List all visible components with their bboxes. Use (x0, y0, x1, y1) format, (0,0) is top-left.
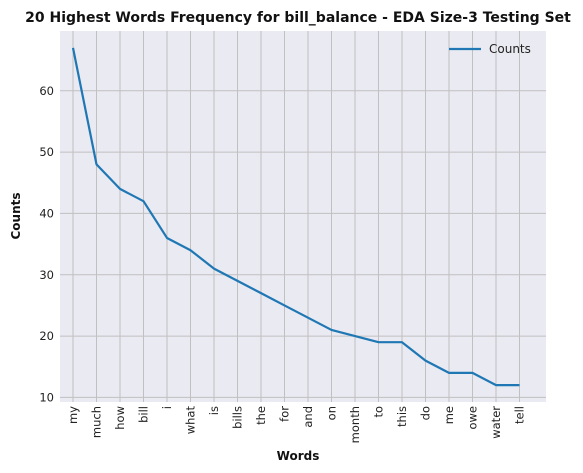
x-tick-label: bill (137, 406, 151, 423)
y-tick-label: 30 (39, 268, 54, 282)
x-tick-label: my (66, 406, 80, 424)
x-tick-label: much (90, 406, 104, 438)
x-tick-label: this (395, 406, 409, 427)
x-tick-label: water (489, 406, 503, 439)
y-tick-label: 40 (39, 206, 54, 220)
x-tick-label: and (301, 406, 315, 428)
grid (60, 31, 546, 402)
y-tick-label: 60 (39, 84, 54, 98)
x-tick-label: month (348, 406, 362, 443)
x-tick-label: for (278, 406, 292, 422)
x-tick-label: to (372, 406, 386, 418)
y-tick-label: 20 (39, 329, 54, 343)
x-tick-label: what (184, 406, 198, 435)
x-tick-label: is (207, 406, 221, 415)
x-tick-label: owe (466, 406, 480, 430)
x-tick-label: how (113, 406, 127, 430)
y-tick-label: 10 (39, 390, 54, 404)
legend: Counts (449, 42, 531, 56)
x-tick-label: bills (231, 406, 245, 429)
x-axis-label: Words (277, 449, 320, 463)
x-tick-label: i (160, 406, 174, 409)
x-tick-label: do (419, 406, 433, 420)
tick-labels: my much how bill i what is bills the for and on mont… (39, 84, 526, 444)
plot-area (60, 31, 546, 402)
x-tick-label: me (442, 406, 456, 424)
x-tick-label: on (325, 406, 339, 420)
y-axis-label: Counts (9, 192, 23, 239)
y-tick-label: 50 (39, 145, 54, 159)
legend-label: Counts (489, 42, 531, 56)
chart-title: 20 Highest Words Frequency for bill_bala… (25, 10, 571, 26)
x-tick-label: the (254, 406, 268, 425)
series-line-counts (71, 47, 520, 387)
x-tick-label: tell (513, 406, 527, 424)
